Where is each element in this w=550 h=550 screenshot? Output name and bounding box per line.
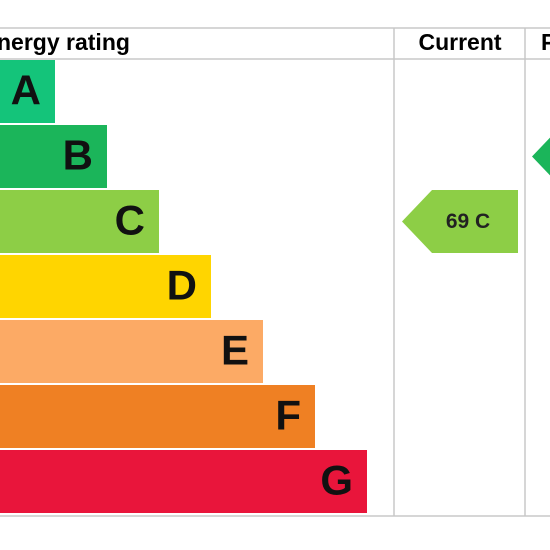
band-bar: [0, 450, 367, 513]
band-bar: [0, 125, 107, 188]
band-bar: [0, 60, 55, 123]
header-potential: P: [541, 29, 550, 55]
current-arrow: [402, 190, 518, 253]
band-letter: A: [11, 67, 41, 114]
band-bar: [0, 320, 263, 383]
band-letter: F: [275, 392, 301, 439]
band-letter: G: [320, 457, 353, 504]
header-current: Current: [418, 29, 501, 55]
band-bar: [0, 385, 315, 448]
current-label: 69 C: [446, 210, 490, 233]
band-letter: D: [167, 262, 197, 309]
header-rating: nergy rating: [0, 29, 130, 55]
band-letter: C: [115, 197, 145, 244]
band-letter: E: [221, 327, 249, 374]
band-bar: [0, 190, 159, 253]
potential-arrow: [532, 137, 550, 176]
band-bar: [0, 255, 211, 318]
band-letter: B: [63, 132, 93, 179]
